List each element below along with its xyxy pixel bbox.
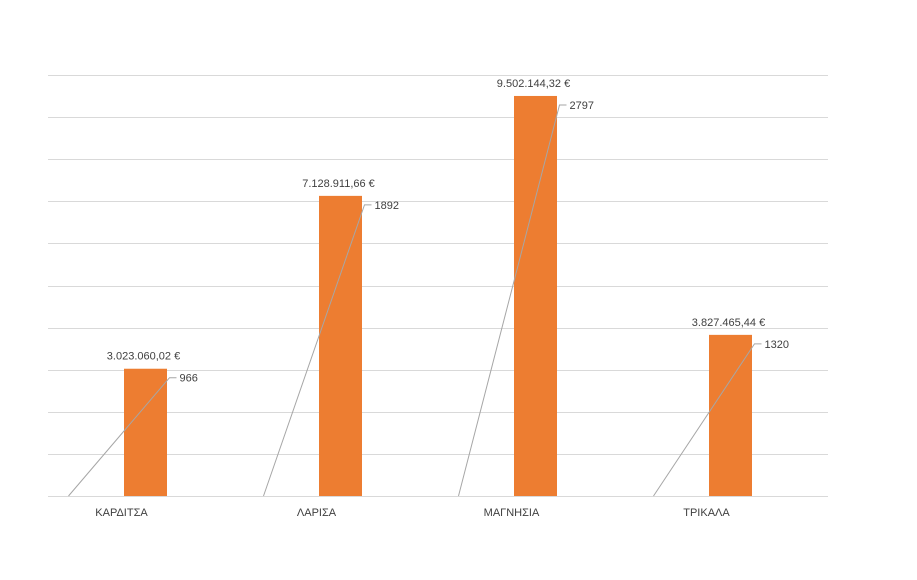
bar-value-label: 3.023.060,02 €	[107, 351, 180, 363]
category-label: ΛΑΡΙΣΑ	[297, 507, 337, 519]
count-leader-line	[263, 204, 372, 497]
category-label: ΚΑΡΔΙΤΣΑ	[95, 507, 148, 519]
category-label: ΜΑΓΝΗΣΙΑ	[484, 507, 540, 519]
count-value-label: 2797	[570, 100, 594, 112]
data-labels: 3.023.060,02 €966 7.128.911,66 €1892 9.502…	[107, 78, 789, 385]
count-leader-line	[653, 343, 762, 497]
bar	[319, 195, 362, 497]
count-series-lines	[68, 104, 762, 497]
bars	[124, 95, 752, 497]
bar-value-label: 7.128.911,66 €	[302, 178, 375, 190]
bar	[514, 95, 557, 497]
count-value-label: 1320	[765, 339, 789, 351]
bar-value-label: 9.502.144,32 €	[497, 78, 570, 90]
count-value-label: 966	[180, 373, 198, 385]
count-leader-line	[68, 377, 177, 497]
bar	[709, 334, 752, 496]
bar	[124, 368, 167, 496]
bar-value-label: 3.827.465,44 €	[692, 317, 765, 329]
count-value-label: 1892	[375, 200, 399, 212]
category-label: ΤΡΙΚΑΛΑ	[683, 507, 730, 519]
count-leader-line	[458, 104, 567, 497]
gridlines	[48, 75, 828, 497]
category-axis: ΚΑΡΔΙΤΣΑ ΛΑΡΙΣΑ ΜΑΓΝΗΣΙΑ ΤΡΙΚΑΛΑ	[95, 507, 730, 519]
